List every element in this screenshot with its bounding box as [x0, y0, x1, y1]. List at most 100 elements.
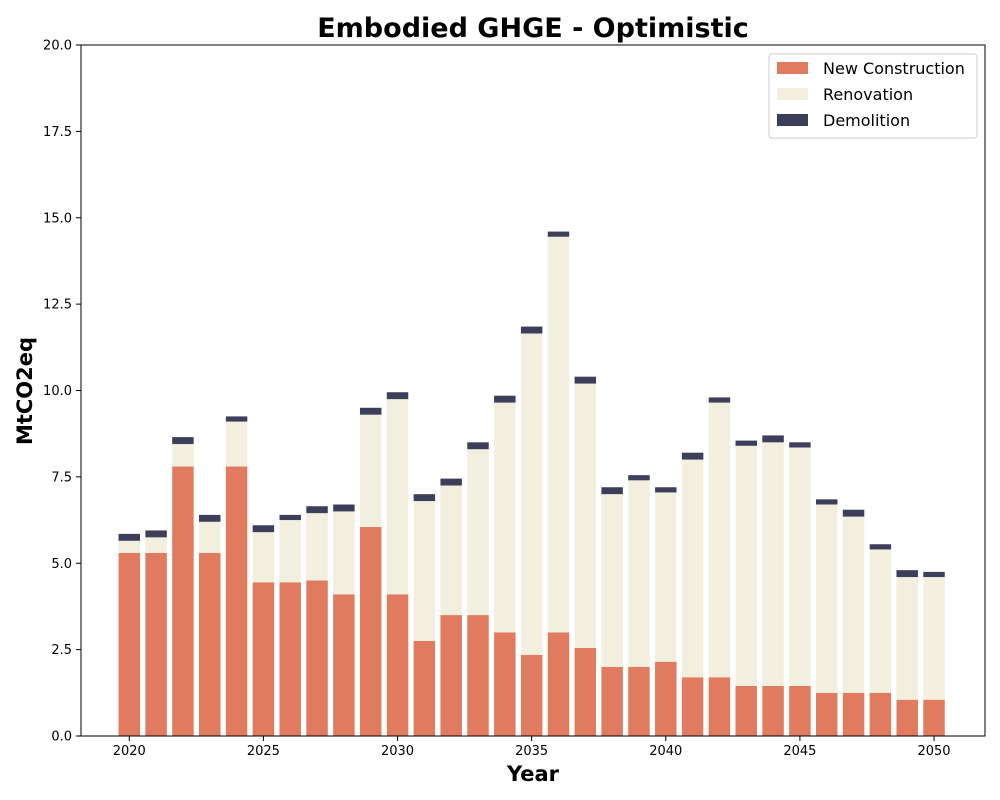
legend-label-renovation: Renovation — [823, 85, 913, 104]
bar-renovation-2031 — [413, 501, 436, 641]
bar-renovation-2024 — [225, 421, 248, 467]
x-axis-ticks: 2020 2025 2030 2035 2040 2045 2050 — [113, 736, 951, 759]
bar-demolition-2022 — [172, 437, 194, 445]
bar-renovation-2038 — [601, 494, 623, 667]
x-tick-label: 2020 — [113, 744, 146, 759]
x-tick-label: 2035 — [515, 744, 548, 759]
bar-renovation-2048 — [869, 549, 892, 693]
y-tick-label: 7.5 — [51, 470, 72, 485]
bar-demolition-2020 — [118, 533, 141, 541]
bar-new-construction-2039 — [628, 666, 650, 736]
y-tick-label: 20.0 — [43, 39, 72, 54]
bar-new-construction-2037 — [574, 647, 597, 736]
bar-new-construction-2029 — [359, 526, 382, 736]
bar-new-construction-2041 — [681, 677, 704, 736]
bar-demolition-2044 — [762, 435, 784, 443]
bar-new-construction-2030 — [386, 594, 409, 736]
bar-new-construction-2023 — [199, 552, 221, 736]
y-tick-label: 0.0 — [51, 730, 72, 745]
bar-demolition-2049 — [896, 570, 918, 578]
bar-renovation-2035 — [520, 333, 543, 655]
bar-renovation-2028 — [333, 511, 355, 595]
bar-new-construction-2043 — [735, 685, 757, 736]
bar-renovation-2020 — [118, 540, 141, 553]
bar-new-construction-2036 — [547, 632, 570, 736]
bar-new-construction-2038 — [601, 666, 623, 736]
y-tick-label: 2.5 — [51, 643, 72, 658]
bar-renovation-2026 — [279, 520, 301, 583]
x-tick-label: 2040 — [649, 744, 682, 759]
bar-demolition-2024 — [225, 416, 248, 422]
y-tick-label: 12.5 — [43, 298, 72, 313]
chart-title: Embodied GHGE - Optimistic — [317, 13, 749, 44]
x-axis-label: Year — [506, 762, 560, 786]
bar-renovation-2045 — [789, 447, 811, 686]
bar-demolition-2041 — [681, 452, 704, 460]
legend-swatch-demolition — [777, 114, 808, 126]
bar-renovation-2040 — [655, 492, 677, 662]
bar-renovation-2041 — [681, 459, 704, 678]
bar-demolition-2047 — [842, 509, 865, 517]
bar-demolition-2039 — [628, 475, 650, 481]
bar-new-construction-2049 — [896, 699, 918, 736]
bar-new-construction-2026 — [279, 582, 301, 736]
legend-swatch-new-construction — [777, 62, 808, 74]
bar-demolition-2043 — [735, 440, 757, 446]
bar-renovation-2044 — [762, 442, 784, 686]
bar-renovation-2029 — [359, 414, 382, 527]
bar-demolition-2021 — [145, 530, 167, 538]
bar-renovation-2046 — [816, 504, 838, 693]
bar-new-construction-2020 — [118, 552, 141, 736]
bar-demolition-2034 — [494, 395, 516, 403]
bar-new-construction-2050 — [923, 699, 945, 736]
bar-new-construction-2025 — [252, 582, 275, 736]
bar-demolition-2050 — [923, 571, 945, 578]
x-tick-label: 2030 — [381, 744, 414, 759]
bar-renovation-2033 — [467, 449, 489, 616]
bar-demolition-2045 — [789, 442, 811, 448]
bar-renovation-2050 — [923, 577, 945, 700]
bar-new-construction-2042 — [708, 677, 731, 736]
legend-label-new-construction: New Construction — [823, 59, 965, 78]
bar-renovation-2043 — [735, 445, 757, 686]
bar-renovation-2027 — [306, 513, 328, 581]
bar-demolition-2027 — [306, 506, 328, 514]
bar-demolition-2035 — [520, 326, 543, 334]
bar-demolition-2030 — [386, 392, 409, 400]
bar-renovation-2042 — [708, 402, 731, 678]
bar-renovation-2034 — [494, 402, 516, 633]
y-tick-label: 17.5 — [43, 125, 72, 140]
bar-new-construction-2024 — [225, 466, 248, 736]
x-tick-label: 2025 — [247, 744, 280, 759]
y-axis-label: MtCO2eq — [13, 337, 37, 445]
bar-new-construction-2034 — [494, 632, 516, 736]
bar-renovation-2036 — [547, 236, 570, 633]
bar-demolition-2028 — [333, 504, 355, 512]
bar-new-construction-2046 — [816, 692, 838, 736]
bar-renovation-2039 — [628, 480, 650, 667]
bar-renovation-2023 — [199, 521, 221, 553]
bar-renovation-2032 — [440, 485, 462, 616]
bar-demolition-2036 — [547, 231, 570, 237]
bar-new-construction-2027 — [306, 580, 328, 736]
bar-demolition-2037 — [574, 376, 597, 384]
bar-demolition-2038 — [601, 487, 623, 495]
bar-demolition-2023 — [199, 514, 221, 522]
bar-new-construction-2045 — [789, 685, 811, 736]
bar-new-construction-2044 — [762, 685, 784, 736]
bar-demolition-2033 — [467, 442, 489, 450]
bar-renovation-2047 — [842, 516, 865, 693]
x-tick-label: 2050 — [917, 744, 950, 759]
y-tick-label: 15.0 — [43, 211, 72, 226]
bar-new-construction-2028 — [333, 594, 355, 736]
bar-new-construction-2047 — [842, 692, 865, 736]
bars-layer — [118, 231, 945, 736]
y-tick-label: 5.0 — [51, 557, 72, 572]
bar-demolition-2032 — [440, 478, 462, 486]
bar-new-construction-2031 — [413, 640, 436, 736]
bar-new-construction-2035 — [520, 654, 543, 736]
bar-renovation-2030 — [386, 399, 409, 595]
bar-renovation-2021 — [145, 537, 167, 553]
bar-demolition-2042 — [708, 397, 731, 403]
legend-box — [768, 53, 978, 139]
